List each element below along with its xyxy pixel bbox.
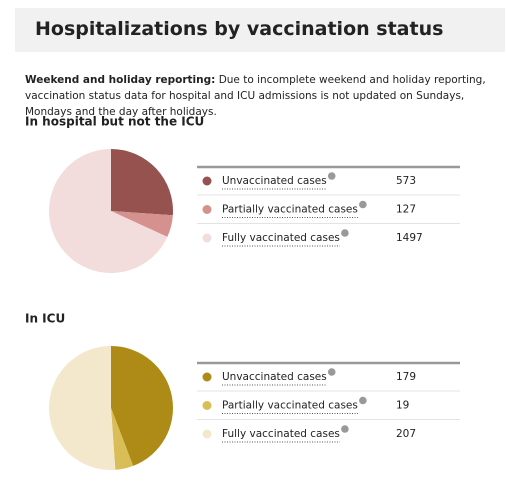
help-icon (327, 368, 336, 376)
note: Weekend and holiday reporting: Due to in… (25, 72, 490, 120)
pie-slice (111, 408, 134, 470)
help-icon (359, 200, 367, 209)
legend-label: Fully vaccinated cases (222, 428, 340, 440)
help-icon (341, 229, 349, 237)
legend-dot (202, 429, 212, 439)
legend-value: 19 (396, 400, 409, 412)
legend-value: 127 (396, 204, 416, 216)
pie-slice (48, 345, 116, 471)
help-icon (359, 396, 367, 405)
legend-dot (202, 233, 212, 243)
header: Hospitalizations by vaccination status (15, 8, 505, 52)
note-text: Due to incomplete weekend and holiday re… (25, 74, 486, 118)
pie-slice (111, 211, 173, 237)
pie-slice (111, 346, 173, 466)
legend-label: Unvaccinated cases (222, 175, 327, 187)
legend-label: Partially vaccinated cases (222, 204, 358, 216)
legend-dot (202, 401, 212, 410)
legend-label: Unvaccinated cases (222, 371, 327, 383)
help-icon (327, 172, 336, 180)
pie-slice (49, 149, 168, 273)
note-label: Weekend and holiday reporting: (25, 74, 216, 86)
legend-dot (202, 205, 212, 214)
chart-title: In ICU (25, 312, 65, 326)
legend-value: 1497 (396, 232, 423, 244)
legend-value: 573 (396, 175, 416, 187)
legend-value: 207 (396, 428, 416, 440)
legend-dot (202, 176, 212, 186)
page-title: Hospitalizations by vaccination status (35, 18, 444, 40)
help-icon (341, 425, 349, 433)
chart-title: In hospital but not the ICU (25, 115, 204, 129)
legend-label: Fully vaccinated cases (222, 232, 340, 244)
legend-value: 179 (396, 371, 416, 383)
legend-label: Partially vaccinated cases (222, 400, 358, 412)
legend-dot (202, 372, 212, 382)
pie-slice (111, 149, 173, 216)
